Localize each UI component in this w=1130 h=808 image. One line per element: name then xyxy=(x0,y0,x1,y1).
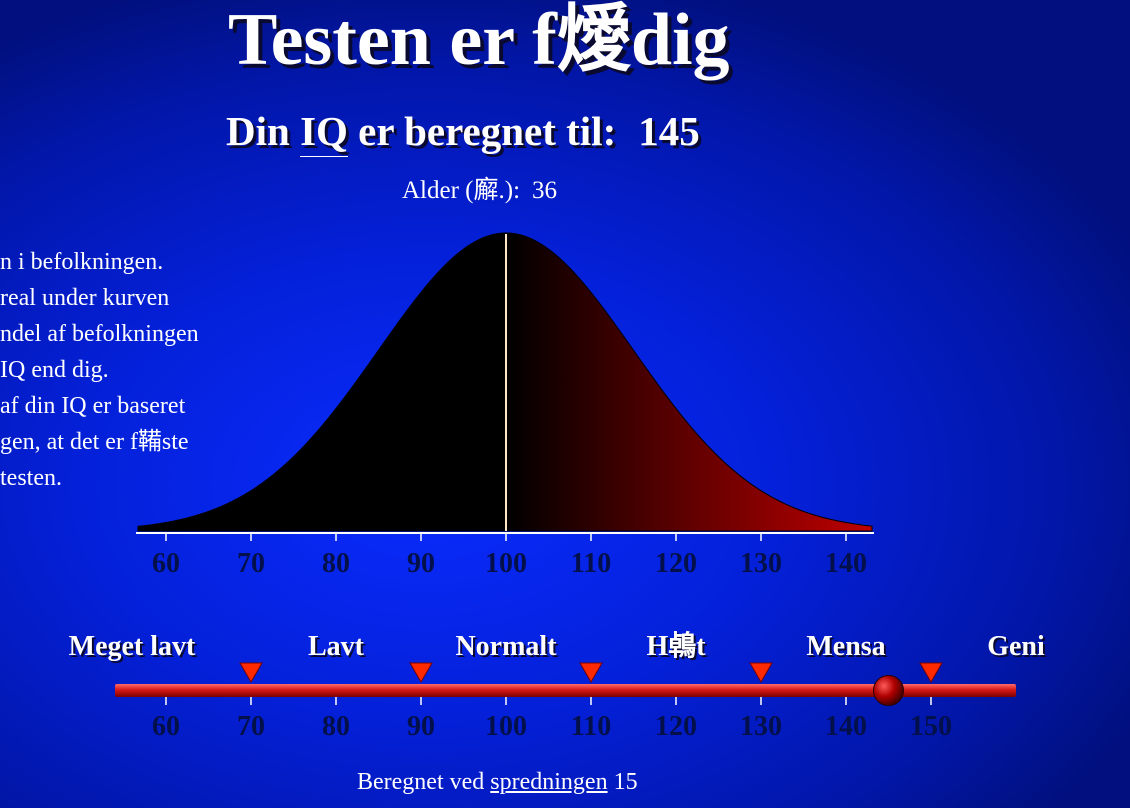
x-tick-label: 120 xyxy=(655,548,697,579)
spread-value: 15 xyxy=(613,769,638,795)
iq-result-heading: Din IQ er beregnet til: 145 xyxy=(226,106,700,157)
band-label-mensa: Mensa xyxy=(806,631,886,662)
explanation-line: af din IQ er baseret xyxy=(0,393,186,419)
age-value: 36 xyxy=(532,177,558,204)
x-tick-label: 70 xyxy=(237,548,265,579)
x-tick-label: 60 xyxy=(152,548,180,579)
iq-score: 145 xyxy=(638,108,700,154)
explanation-line: n i befolkningen. xyxy=(0,249,164,275)
spread-note: Beregnet ved spredningen 15 xyxy=(357,767,638,797)
scale-tick-label: 70 xyxy=(237,711,265,742)
explanation-line: real under kurven xyxy=(0,285,170,311)
explanation-line: ndel af befolkningen xyxy=(0,321,199,347)
result-middle: er beregnet til: xyxy=(358,108,617,154)
threshold-marker xyxy=(409,662,433,683)
scale-tick-label: 80 xyxy=(322,711,350,742)
result-prefix: Din xyxy=(226,108,290,154)
x-tick-label: 90 xyxy=(407,548,435,579)
scale-tick-label: 150 xyxy=(910,711,952,742)
age-line: Alder (廨.): 36 xyxy=(402,176,557,206)
threshold-marker xyxy=(579,662,603,683)
user-iq-marker xyxy=(873,675,904,706)
x-tick-label: 140 xyxy=(825,548,867,579)
iq-scale-bar xyxy=(115,684,1016,697)
x-tick-label: 100 xyxy=(485,548,527,579)
threshold-marker xyxy=(919,662,943,683)
scale-tick-label: 60 xyxy=(152,711,180,742)
band-label-normal: Normalt xyxy=(455,631,557,662)
threshold-marker xyxy=(749,662,773,683)
band-label-low: Lavt xyxy=(308,631,364,662)
scale-tick-label: 120 xyxy=(655,711,697,742)
age-label: Alder (廨.): xyxy=(402,177,521,204)
spread-link[interactable]: spredningen xyxy=(490,769,608,795)
band-label-genius: Geni xyxy=(987,631,1045,662)
spread-prefix: Beregnet ved xyxy=(357,769,485,795)
threshold-marker xyxy=(239,662,263,683)
explanation-text: n i befolkningen. real under kurven ndel… xyxy=(0,244,240,496)
explanation-line: IQ end dig. xyxy=(0,357,109,383)
explanation-line: gen, at det er f鞴ste xyxy=(0,429,189,455)
scale-tick-label: 110 xyxy=(571,711,611,742)
explanation-line: testen. xyxy=(0,465,62,491)
iq-link[interactable]: IQ xyxy=(300,108,348,157)
page-title: Testen er f燰dig xyxy=(228,0,730,81)
scale-tick-label: 140 xyxy=(825,711,867,742)
scale-tick-label: 130 xyxy=(740,711,782,742)
x-tick-label: 130 xyxy=(740,548,782,579)
x-tick-label: 110 xyxy=(571,548,611,579)
scale-tick-label: 100 xyxy=(485,711,527,742)
band-label-high: H鵫t xyxy=(646,631,706,662)
x-tick-label: 80 xyxy=(322,548,350,579)
scale-tick-label: 90 xyxy=(407,711,435,742)
band-label-very-low: Meget lavt xyxy=(68,631,196,662)
